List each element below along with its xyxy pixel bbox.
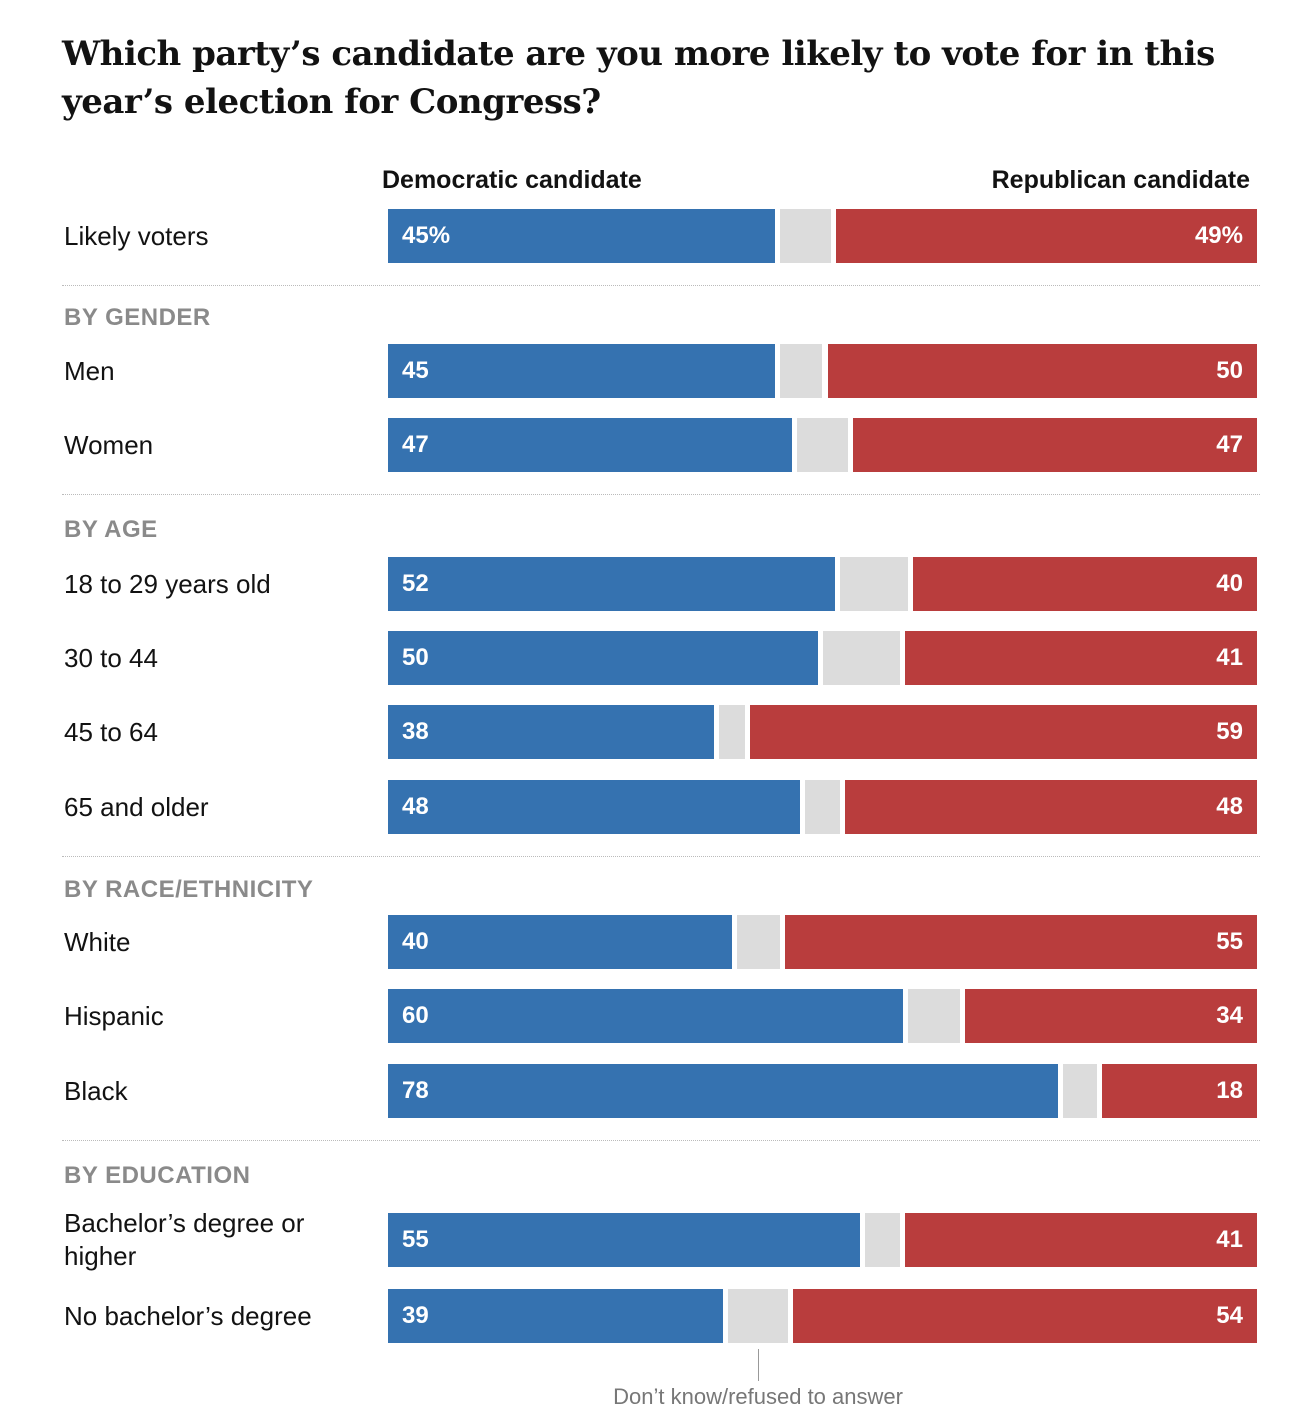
bar-segment xyxy=(1063,1064,1098,1118)
bar-segment xyxy=(964,989,1257,1043)
category-label: Black xyxy=(64,1075,128,1106)
legend-label: Republican candidate xyxy=(991,166,1250,194)
bar-segment xyxy=(750,705,1257,759)
annotation-line xyxy=(758,1349,760,1381)
bar-segment xyxy=(719,705,746,759)
divider xyxy=(62,856,1260,857)
bar-segment xyxy=(779,344,823,398)
bar-segment xyxy=(1102,1064,1257,1118)
bar-segment xyxy=(388,209,775,263)
bar-segment xyxy=(388,1064,1059,1118)
bar-segment xyxy=(728,1289,789,1343)
bar-segment xyxy=(796,418,849,472)
value-label: 45% xyxy=(402,222,451,249)
bar-segment xyxy=(388,418,792,472)
group-title: BY EDUCATION xyxy=(64,1162,251,1189)
bar-segment xyxy=(388,705,715,759)
category-label: 18 to 29 years old xyxy=(64,568,271,599)
bar-segment xyxy=(908,989,960,1043)
group-title: BY GENDER xyxy=(64,304,211,331)
category-label: White xyxy=(64,926,131,957)
bar-segment xyxy=(779,209,832,263)
bar-segment xyxy=(853,418,1257,472)
value-label: 34 xyxy=(1216,1002,1243,1029)
bar-segment xyxy=(388,344,775,398)
divider xyxy=(62,285,1260,286)
bar-segment xyxy=(844,780,1257,834)
value-label: 47 xyxy=(1216,431,1243,458)
bar-segment xyxy=(904,631,1257,685)
bar-segment xyxy=(388,631,818,685)
bar-segment xyxy=(904,1213,1257,1267)
category-label: Bachelor’s degree or higher xyxy=(64,1208,305,1271)
value-label: 78 xyxy=(402,1077,429,1104)
value-label: 48 xyxy=(402,793,429,820)
bar-segment xyxy=(388,915,732,969)
bar-segment xyxy=(805,780,840,834)
category-label: Men xyxy=(64,355,115,386)
value-label: 47 xyxy=(402,431,429,458)
value-label: 52 xyxy=(402,570,429,597)
legend-label: Democratic candidate xyxy=(382,166,642,194)
bar-segment xyxy=(388,1289,723,1343)
bar-segment xyxy=(865,1213,900,1267)
value-label: 40 xyxy=(1216,570,1243,597)
value-label: 55 xyxy=(402,1226,429,1253)
value-label: 50 xyxy=(402,644,429,671)
value-label: 60 xyxy=(402,1002,429,1029)
value-label: 39 xyxy=(402,1302,429,1329)
value-label: 59 xyxy=(1216,718,1243,745)
category-label: 65 and older xyxy=(64,791,209,822)
annotation: Don’t know/refused to answer xyxy=(613,1384,903,1409)
bar-segment xyxy=(388,1213,861,1267)
value-label: 38 xyxy=(402,718,429,745)
bar-segment xyxy=(822,631,900,685)
bar-segment xyxy=(793,1289,1257,1343)
value-label: 55 xyxy=(1216,928,1243,955)
group-title: BY RACE/ETHNICITY xyxy=(64,876,314,903)
value-label: 41 xyxy=(1216,1226,1243,1253)
divider xyxy=(62,1140,1260,1141)
bar-segment xyxy=(388,780,801,834)
bar-segment xyxy=(839,557,909,611)
value-label: 54 xyxy=(1216,1302,1243,1329)
bar-segment xyxy=(836,209,1257,263)
value-label: 50 xyxy=(1216,357,1243,384)
category-label: 45 to 64 xyxy=(64,716,158,747)
value-label: 48 xyxy=(1216,793,1243,820)
category-label: 30 to 44 xyxy=(64,642,158,673)
category-label: No bachelor’s degree xyxy=(64,1300,312,1331)
value-label: 45 xyxy=(402,357,429,384)
category-label: Hispanic xyxy=(64,1000,164,1031)
value-label: 49% xyxy=(1194,222,1243,249)
bar-segment xyxy=(736,915,780,969)
bar-segment xyxy=(913,557,1257,611)
divider xyxy=(62,494,1260,495)
value-label: 40 xyxy=(402,928,429,955)
category-label: Women xyxy=(64,429,154,460)
bar-segment xyxy=(388,989,904,1043)
chart-title: Which party’s candidate are you more lik… xyxy=(62,34,1215,122)
value-label: 18 xyxy=(1216,1077,1243,1104)
category-label: Likely voters xyxy=(64,220,209,251)
bar-segment xyxy=(388,557,835,611)
group-title: BY AGE xyxy=(64,516,158,543)
value-label: 41 xyxy=(1216,644,1243,671)
bar-segment xyxy=(827,344,1257,398)
bar-segment xyxy=(784,915,1257,969)
